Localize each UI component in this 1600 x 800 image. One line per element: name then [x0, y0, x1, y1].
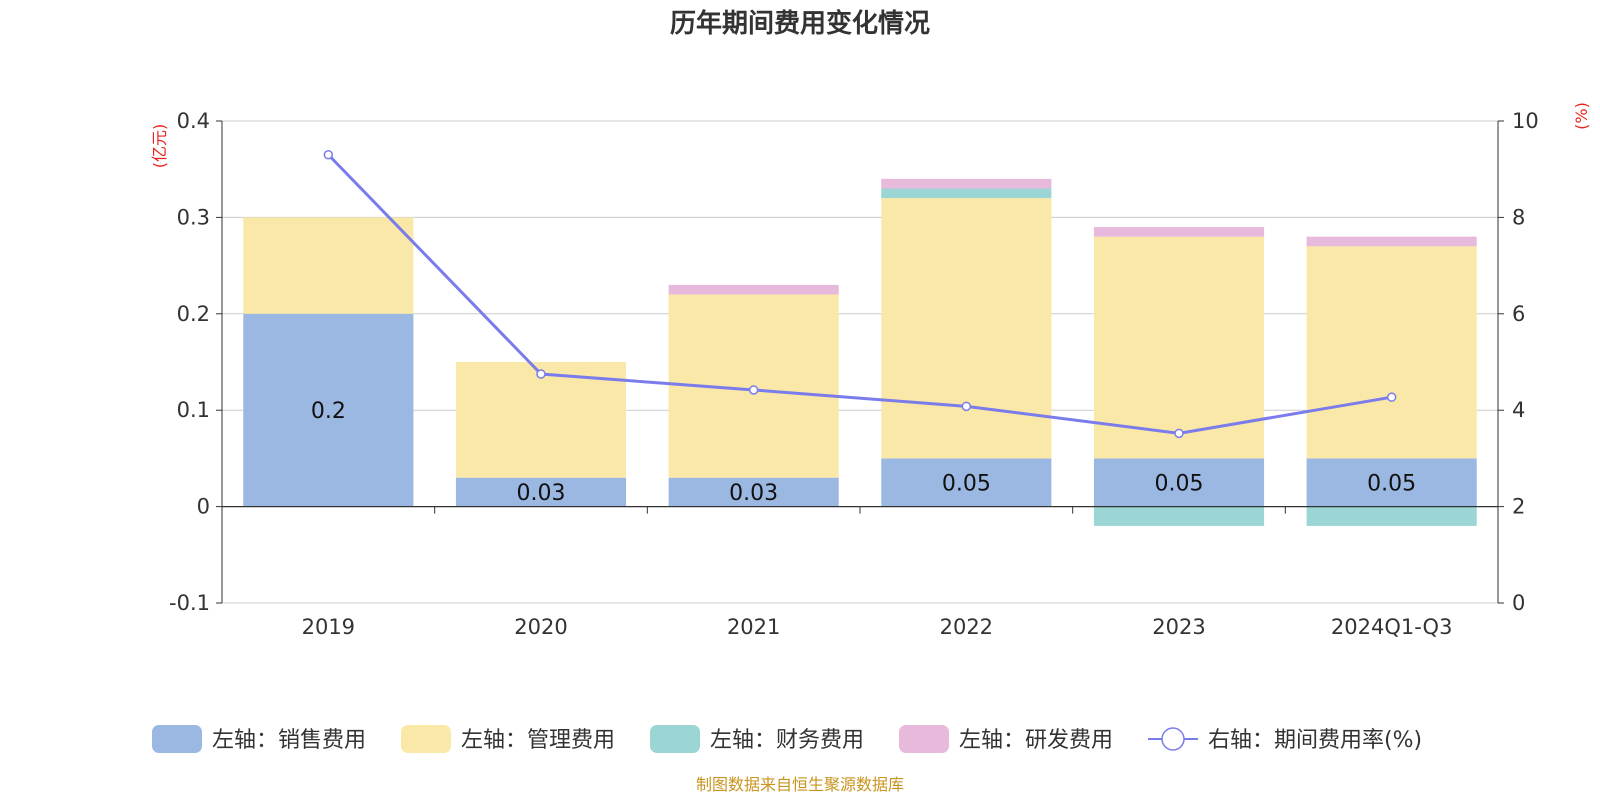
- bar-segment: [881, 178, 1052, 189]
- bar-segment: [1306, 506, 1477, 526]
- rate-line-point: [536, 369, 546, 379]
- x-axis-tick-label: 2023: [1152, 615, 1205, 639]
- rate-line-point: [1386, 392, 1397, 402]
- bar-segment: [243, 313, 414, 507]
- left-axis-tick-label: 0.3: [177, 205, 210, 229]
- source-note: 制图数据来自恒生聚源数据库: [696, 775, 904, 794]
- legend-label: 右轴：期间费用率(%): [1208, 728, 1422, 753]
- right-axis-tick-label: 2: [1512, 495, 1525, 519]
- legend-label: 左轴：财务费用: [710, 728, 864, 753]
- x-axis-tick-label: 2021: [727, 615, 780, 639]
- chart-title: 历年期间费用变化情况: [670, 8, 930, 39]
- axes: 0.4 0.3 0.2 0.1 0 -0.1 10 8 6 4 2 0 2019 2020 2021 2022…: [169, 109, 1539, 639]
- bar-segment: [881, 198, 1052, 459]
- bar-segment: [1093, 236, 1265, 459]
- data-label: 0.05: [1367, 472, 1416, 497]
- bar-segment: [1093, 506, 1265, 526]
- rate-line: [323, 149, 1397, 439]
- left-axis-tick-label: 0.1: [177, 398, 210, 422]
- bar-segment: [668, 284, 839, 295]
- left-axis-tick-label: -0.1: [169, 591, 210, 615]
- bar-segment: [881, 188, 1052, 199]
- data-label: 0.05: [942, 472, 991, 497]
- x-axis-tick-label: 2022: [940, 615, 993, 639]
- bar-segment: [881, 458, 1052, 507]
- bar-segment: [1093, 458, 1265, 507]
- bar-segment: [668, 477, 839, 507]
- legend-swatch: [401, 725, 451, 753]
- bar-segment: [1306, 458, 1477, 507]
- rate-line-point: [748, 385, 759, 395]
- bar-segment: [455, 362, 627, 478]
- bar-segment: [1306, 236, 1477, 247]
- bar-segment: [1093, 227, 1265, 237]
- right-axis-tick-label: 8: [1512, 205, 1525, 229]
- left-axis-tick-label: 0.2: [177, 302, 210, 326]
- bar-segment: [1306, 246, 1477, 459]
- rate-line-point: [961, 401, 972, 412]
- legend-marker: [1161, 727, 1185, 751]
- legend-swatch: [152, 725, 202, 753]
- right-axis-tick-label: 6: [1512, 302, 1525, 326]
- x-axis-tick-label: 2024Q1-Q3: [1331, 615, 1453, 639]
- left-axis-unit: (亿元): [150, 124, 169, 169]
- data-label: 0.05: [1155, 472, 1204, 497]
- grid-lines: [222, 120, 1498, 604]
- rate-line-point: [1174, 428, 1184, 439]
- x-axis-tick-label: 2019: [302, 615, 355, 639]
- legend-swatch: [650, 725, 700, 753]
- right-axis-unit: (%): [1572, 102, 1591, 130]
- legend: 左轴：销售费用 左轴：管理费用 左轴：财务费用 左轴：研发费用 右轴：期间费用率(%): [152, 725, 1422, 753]
- legend-label: 左轴：研发费用: [959, 728, 1113, 753]
- left-axis-tick-label: 0.4: [177, 109, 210, 133]
- legend-label: 左轴：销售费用: [212, 728, 366, 753]
- bar-segment: [243, 217, 414, 314]
- rate-line-point: [323, 149, 334, 160]
- bars: [243, 178, 1477, 526]
- data-label: 0.03: [729, 481, 778, 506]
- bar-segment: [455, 477, 627, 507]
- right-axis-tick-label: 10: [1512, 109, 1539, 133]
- data-label: 0.03: [517, 481, 566, 506]
- legend-label: 左轴：管理费用: [461, 728, 615, 753]
- data-label: 0.2: [311, 399, 346, 424]
- rate-line-path: [327, 153, 1392, 435]
- legend-swatch: [899, 725, 949, 753]
- right-axis-tick-label: 4: [1512, 398, 1525, 422]
- right-axis-tick-label: 0: [1512, 591, 1525, 615]
- data-labels: 0.2 0.03 0.03 0.05 0.05 0.05: [311, 399, 1416, 506]
- left-axis-tick-label: 0: [197, 495, 210, 519]
- x-axis-tick-label: 2020: [514, 615, 567, 639]
